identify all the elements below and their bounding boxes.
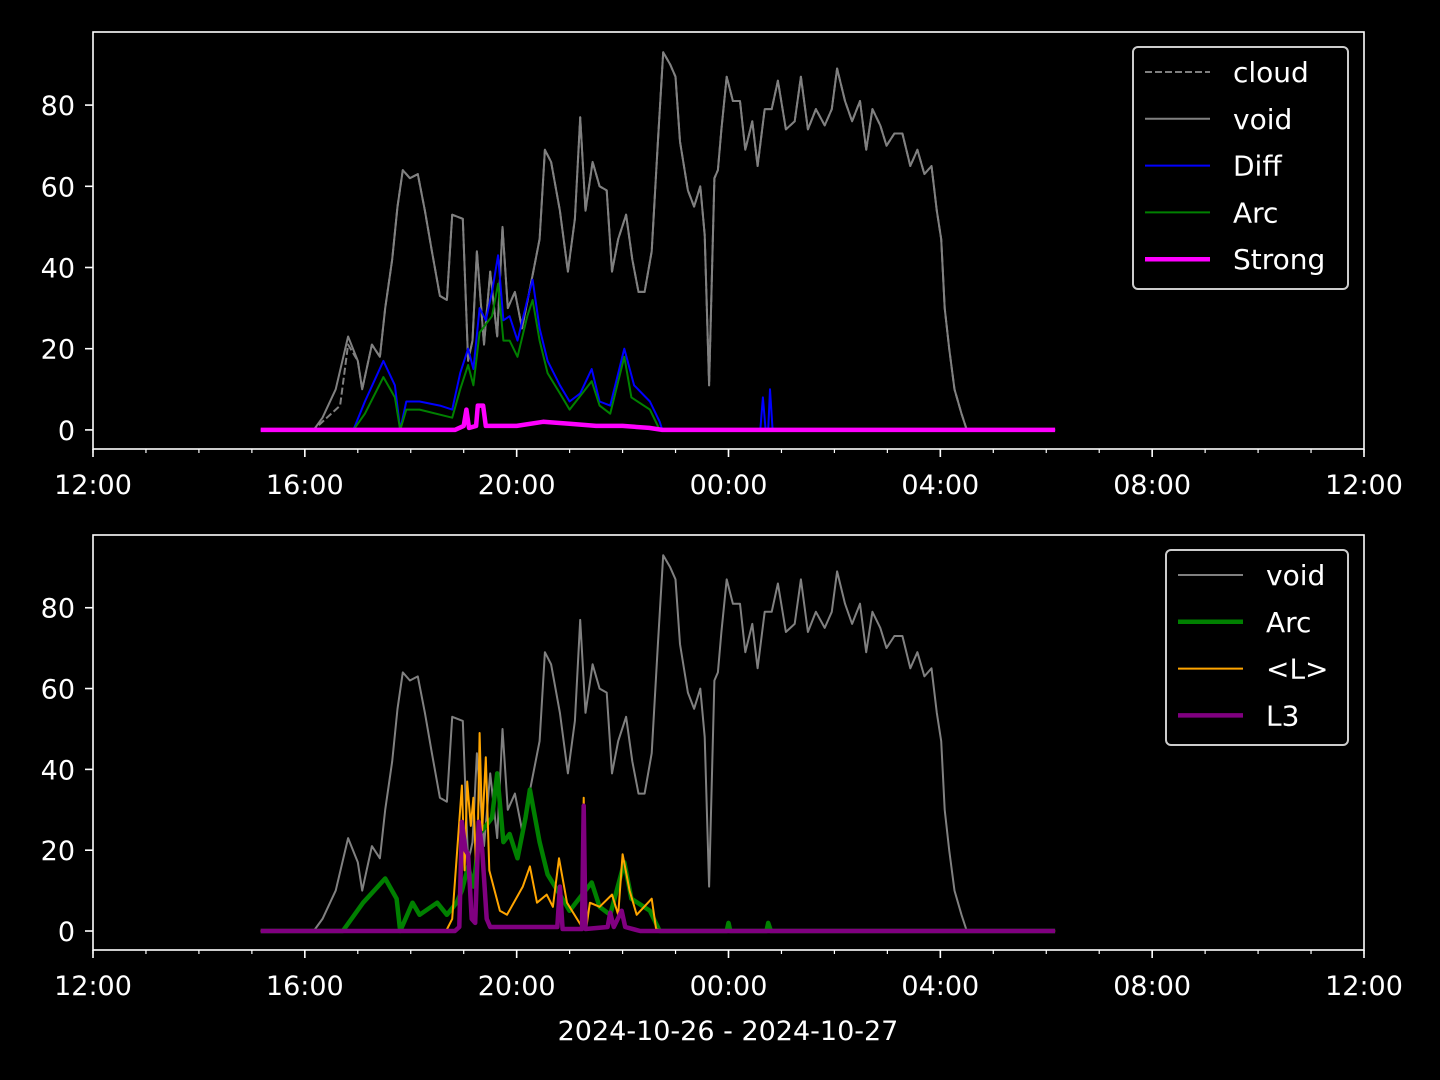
x-tick-label: 08:00: [1113, 470, 1191, 501]
series-group: [260, 554, 1056, 934]
series-line-strong: [260, 403, 1056, 433]
x-tick-label: 12:00: [1325, 470, 1403, 501]
y-tick-label: 0: [58, 416, 75, 447]
series-line-arc: [260, 282, 1056, 431]
legend-box: [1165, 549, 1349, 746]
bottom-chart-panel: 12:00 16:00 20:00 00:00 04:00 08:00 12:00 0 20 40…: [41, 534, 1403, 1002]
y-tick-label: 40: [41, 254, 75, 285]
series-line-l: [260, 732, 1056, 932]
series-line-void: [260, 51, 1056, 431]
y-tick-label: 20: [41, 836, 75, 867]
x-tick-label: 12:00: [1325, 971, 1403, 1002]
legend-box: [1132, 46, 1349, 290]
series-group: [260, 51, 1056, 433]
y-tick-label: 80: [41, 91, 75, 122]
top-chart-panel: 12:00 16:00 20:00 00:00 04:00 08:00 12:00 0 20 40…: [41, 31, 1403, 501]
legend-label-strong: Strong: [1233, 243, 1325, 276]
legend: cloud void Diff Arc Strong: [1132, 46, 1349, 290]
y-tick-label: 60: [41, 172, 75, 203]
legend-label-arc: Arc: [1233, 196, 1278, 229]
series-line-l3: [260, 803, 1056, 934]
x-tick-label: 16:00: [266, 971, 344, 1002]
y-tick-label: 0: [58, 917, 75, 948]
x-tick-label: 04:00: [901, 470, 979, 501]
y-tick-label: 20: [41, 335, 75, 366]
legend-label-arc: Arc: [1266, 606, 1311, 639]
y-tick-label: 60: [41, 675, 75, 706]
legend: void Arc <L> L3: [1165, 549, 1349, 746]
legend-label-diff: Diff: [1233, 150, 1282, 183]
legend-label-l: <L>: [1266, 653, 1329, 686]
legend-label-void: void: [1233, 103, 1292, 136]
x-tick-label: 12:00: [54, 971, 132, 1002]
series-line-void: [260, 554, 1056, 932]
x-tick-label: 08:00: [1113, 971, 1191, 1002]
x-tick-label: 00:00: [690, 971, 768, 1002]
y-tick-label: 80: [41, 594, 75, 625]
x-tick-label: 04:00: [901, 971, 979, 1002]
x-tick-label: 20:00: [478, 470, 556, 501]
legend-label-void: void: [1266, 559, 1325, 592]
legend-label-cloud: cloud: [1233, 56, 1309, 89]
x-tick-label: 20:00: [478, 971, 556, 1002]
legend-label-l3: L3: [1266, 699, 1299, 732]
x-tick-label: 16:00: [266, 470, 344, 501]
y-tick-label: 40: [41, 755, 75, 786]
x-axis-label: 2024-10-26 - 2024-10-27: [558, 1016, 899, 1047]
x-tick-label: 00:00: [690, 470, 768, 501]
x-tick-label: 12:00: [54, 470, 132, 501]
